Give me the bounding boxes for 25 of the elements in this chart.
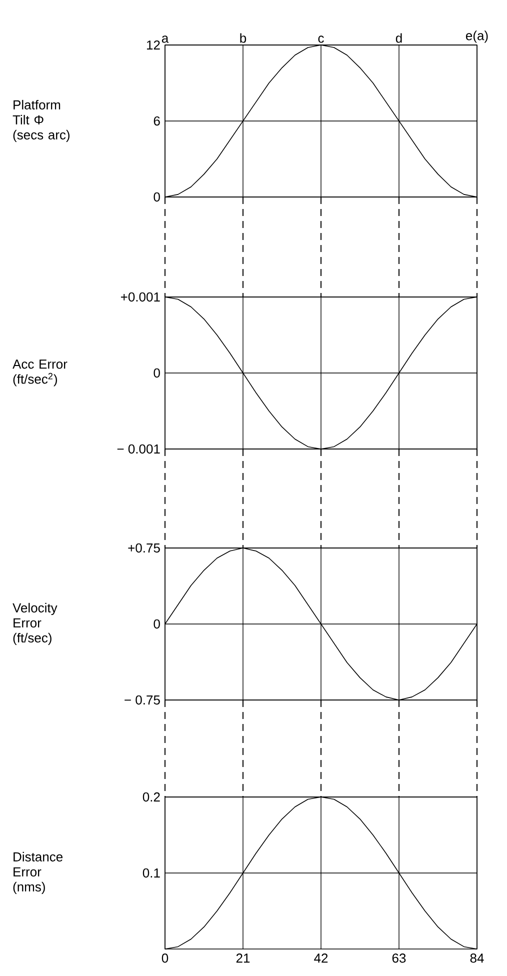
y-tick-label: − 0.75 [124,695,160,705]
y-tick-label: − 0.001 [117,444,160,454]
y-tick-label: 0 [154,619,160,629]
y-tick-label: 0.1 [142,868,160,878]
y-axis-title: Platform Tilt Φ (secs arc) [12,100,70,142]
y-tick-label: 0.2 [142,792,160,802]
x-tick-label: 0 [162,954,168,963]
y-axis-title: Acc Error (ft/sec$^{2}$) [12,360,68,386]
y-tick-label: 0 [154,368,160,378]
text: c [318,36,324,43]
y-tick-label: 0 [154,192,160,202]
x-tick-label: 63 [392,954,406,963]
y-axis-title: Distance Error (nms) [13,852,63,894]
x-tick-label: 21 [236,954,250,963]
x-tick-label: 42 [314,954,328,963]
y-tick-label: +0.001 [120,292,160,302]
y-tick-label: +0.75 [128,543,160,553]
x-tick-label: 84 [470,954,484,963]
text: b [240,33,246,43]
y-tick-label: 12 [146,40,160,50]
text: e(a) [466,30,488,43]
y-tick-label: 6 [154,116,160,126]
text: a [162,36,169,43]
y-axis-title: Velocity Error (ft/sec) [12,602,58,646]
text: d [396,33,402,43]
